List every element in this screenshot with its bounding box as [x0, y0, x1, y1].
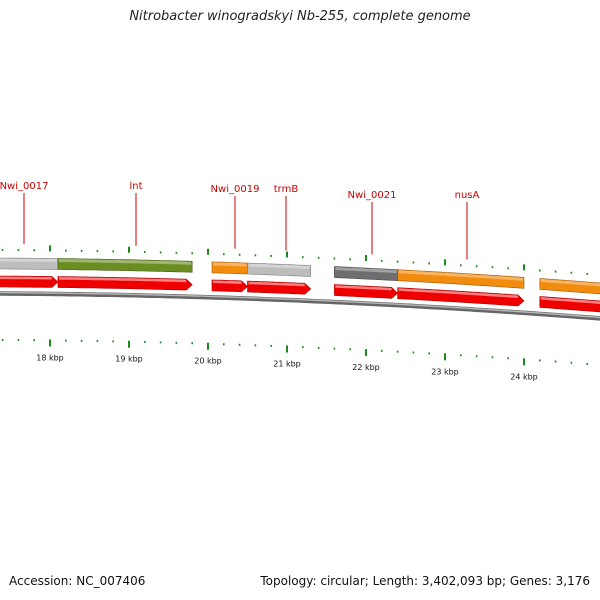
inner-tick-ring — [1, 339, 589, 366]
tick-label: 22 kbp — [352, 363, 380, 372]
feature-band-shine — [248, 263, 310, 269]
cds-arrow-shine — [0, 276, 52, 280]
feature-track — [0, 257, 600, 295]
cds-arrow-shine — [335, 285, 392, 291]
tick-label: 24 kbp — [510, 372, 538, 381]
map-title: Nitrobacter winogradskyi Nb-255, complet… — [129, 9, 471, 24]
tick-label: 18 kbp — [36, 353, 64, 362]
genome-summary-text: Topology: circular; Length: 3,402,093 bp… — [260, 574, 590, 588]
tick-label-group: 18 kbp 19 kbp 20 kbp 21 kbp 22 kbp 23 kbp 24 k… — [36, 353, 538, 381]
cds-arrow-shine — [540, 297, 600, 305]
tick-label: 23 kbp — [431, 367, 459, 376]
feature-band-shine — [213, 262, 247, 267]
gene-label-group: Nwi_0017 lnt Nwi_0019 trmB Nwi_0021 nusA — [0, 181, 480, 260]
outer-tick-ring — [1, 245, 589, 275]
backbone-line — [0, 291, 600, 321]
cds-arrow-shine — [398, 288, 518, 298]
cds-arrow-shine — [213, 280, 242, 284]
tick-label: 19 kbp — [115, 355, 143, 364]
gene-label: trmB — [274, 184, 299, 195]
feature-band-shine — [0, 258, 57, 262]
gene-label: lnt — [129, 181, 142, 192]
cds-arrow-shine — [248, 281, 305, 287]
accession-text: Accession: NC_007406 — [9, 574, 146, 588]
genome-backbone — [0, 291, 600, 321]
tick-label: 20 kbp — [194, 357, 222, 366]
gene-label: Nwi_0021 — [348, 190, 397, 201]
gene-label: nusA — [455, 190, 480, 201]
cds-track — [0, 275, 600, 313]
tick-label: 21 kbp — [273, 360, 301, 369]
feature-band-shine — [335, 267, 397, 274]
gene-label: Nwi_0019 — [211, 184, 260, 195]
backbone-highlight — [0, 291, 600, 319]
feature-band-shine — [58, 259, 192, 265]
cds-arrow-shine — [58, 277, 187, 283]
gene-label: Nwi_0017 — [0, 181, 48, 192]
feature-band-shine — [398, 270, 523, 281]
feature-band-shine — [540, 279, 600, 287]
